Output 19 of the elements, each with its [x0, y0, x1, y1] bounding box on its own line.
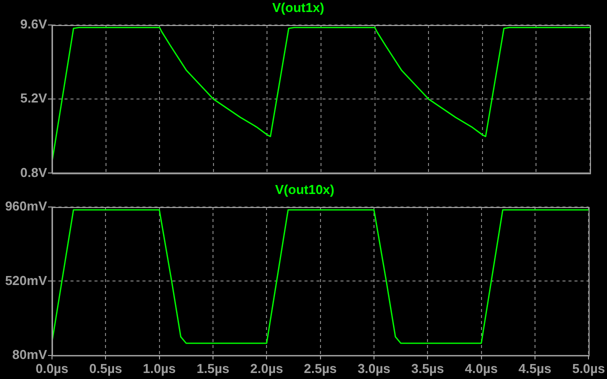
x-tick-label: 4.5µs — [518, 360, 552, 376]
y-tick-label: 960mV — [5, 198, 48, 214]
y-tick-label: 520mV — [5, 272, 48, 288]
x-tick-label: 0.5µs — [89, 360, 122, 376]
x-tick-label: 5.0µs — [572, 360, 605, 376]
y-tick-label: 9.6V — [20, 16, 48, 32]
x-tick-label: 0.0µs — [36, 360, 68, 376]
x-tick-label: 3.5µs — [411, 360, 444, 376]
x-tick-label: 4.0µs — [464, 360, 498, 376]
series-label: V(out1x) — [272, 0, 324, 16]
series-label: V(out10x) — [275, 182, 334, 198]
x-tick-label: 1.0µs — [142, 360, 176, 376]
y-tick-label: 5.2V — [20, 90, 48, 106]
x-tick-label: 3.0µs — [358, 360, 390, 376]
x-tick-label: 1.5µs — [196, 360, 230, 376]
y-tick-label: 80mV — [12, 346, 48, 362]
x-tick-label: 2.5µs — [304, 360, 337, 376]
y-tick-label: 0.8V — [20, 164, 48, 180]
x-tick-label: 2.0µs — [250, 360, 284, 376]
